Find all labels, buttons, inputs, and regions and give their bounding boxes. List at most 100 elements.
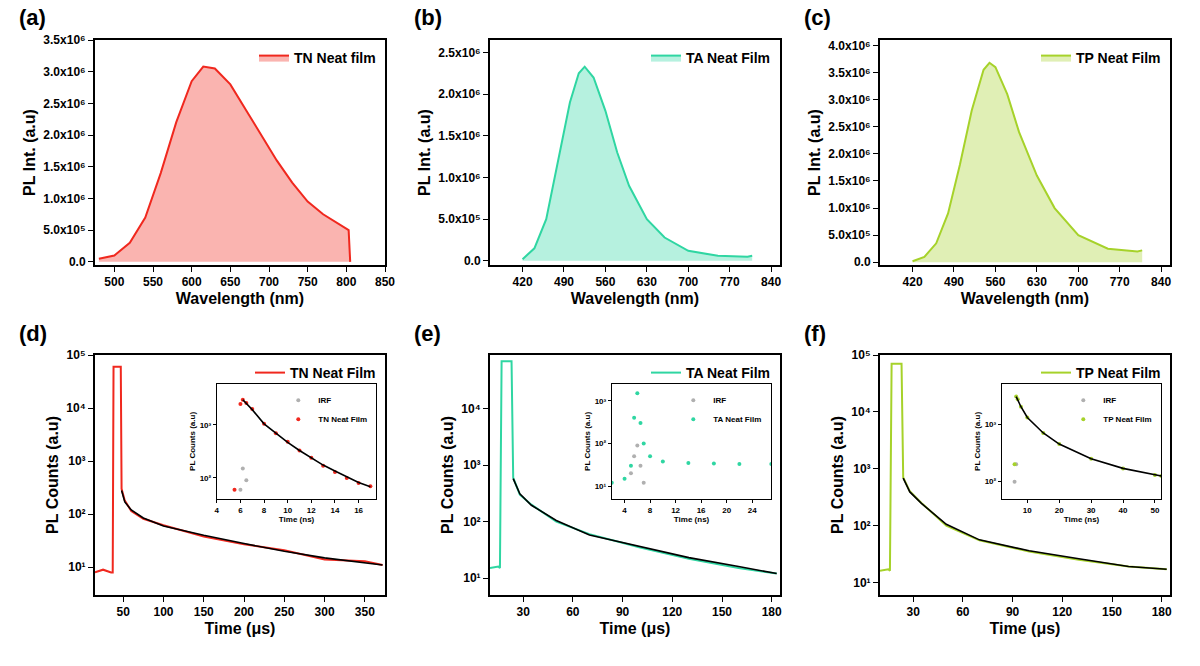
svg-text:420: 420 — [903, 275, 923, 289]
svg-text:10³: 10³ — [853, 462, 870, 476]
svg-text:120: 120 — [662, 605, 682, 619]
svg-text:180: 180 — [762, 605, 782, 619]
svg-text:Wavelength (nm): Wavelength (nm) — [176, 290, 304, 307]
svg-text:150: 150 — [712, 605, 732, 619]
svg-text:5.0x10⁵: 5.0x10⁵ — [828, 228, 870, 242]
svg-text:12: 12 — [307, 506, 316, 515]
svg-text:20: 20 — [1055, 506, 1064, 515]
svg-text:6: 6 — [238, 506, 243, 515]
svg-text:10³: 10³ — [595, 397, 607, 406]
svg-text:IRF: IRF — [1103, 396, 1116, 405]
svg-text:1.0x10⁶: 1.0x10⁶ — [43, 192, 85, 206]
svg-text:4: 4 — [215, 506, 220, 515]
svg-text:650: 650 — [220, 275, 240, 289]
svg-text:PL Int. (a.u): PL Int. (a.u) — [21, 109, 38, 196]
svg-text:8: 8 — [648, 506, 653, 515]
svg-text:40: 40 — [1119, 506, 1128, 515]
svg-text:10²: 10² — [595, 439, 607, 448]
svg-text:10²: 10² — [853, 519, 870, 533]
svg-text:Time (ns): Time (ns) — [674, 515, 710, 524]
svg-text:100: 100 — [153, 605, 173, 619]
svg-text:630: 630 — [637, 275, 657, 289]
svg-text:10⁴: 10⁴ — [851, 405, 870, 419]
svg-text:0.0: 0.0 — [69, 255, 86, 269]
svg-text:1.5x10⁶: 1.5x10⁶ — [828, 174, 870, 188]
svg-text:180: 180 — [1152, 605, 1172, 619]
svg-text:2.5x10⁶: 2.5x10⁶ — [438, 46, 480, 60]
svg-text:IRF: IRF — [713, 396, 726, 405]
svg-text:PL Counts (a.u): PL Counts (a.u) — [44, 416, 61, 534]
svg-text:10²: 10² — [200, 474, 212, 483]
svg-text:0.0: 0.0 — [854, 255, 871, 269]
svg-text:1.0x10⁶: 1.0x10⁶ — [828, 201, 870, 215]
svg-text:30: 30 — [1087, 506, 1096, 515]
svg-text:Wavelength (nm): Wavelength (nm) — [961, 290, 1089, 307]
svg-text:24: 24 — [748, 506, 757, 515]
svg-text:60: 60 — [956, 605, 970, 619]
svg-text:2.0x10⁶: 2.0x10⁶ — [438, 87, 480, 101]
svg-text:700: 700 — [1068, 275, 1088, 289]
svg-text:TA Neat Film: TA Neat Film — [686, 365, 770, 381]
svg-text:600: 600 — [182, 275, 202, 289]
svg-text:(d): (d) — [19, 321, 47, 346]
svg-text:30: 30 — [906, 605, 920, 619]
svg-text:150: 150 — [194, 605, 214, 619]
svg-text:PL Int. (a.u): PL Int. (a.u) — [416, 109, 433, 196]
svg-text:TN Neat film: TN Neat film — [294, 50, 376, 66]
svg-text:Time (ns): Time (ns) — [279, 515, 315, 524]
svg-text:250: 250 — [274, 605, 294, 619]
svg-text:120: 120 — [1052, 605, 1072, 619]
svg-text:PL Counts (a.u): PL Counts (a.u) — [829, 416, 846, 534]
svg-text:10¹: 10¹ — [68, 560, 85, 574]
svg-text:800: 800 — [336, 275, 356, 289]
svg-text:2.0x10⁶: 2.0x10⁶ — [43, 128, 85, 142]
svg-text:1.0x10⁶: 1.0x10⁶ — [438, 171, 480, 185]
svg-text:490: 490 — [554, 275, 574, 289]
svg-text:770: 770 — [720, 275, 740, 289]
svg-text:30: 30 — [516, 605, 530, 619]
svg-text:PL Counts (a.u): PL Counts (a.u) — [583, 412, 592, 471]
svg-text:10⁴: 10⁴ — [66, 401, 85, 415]
svg-text:10²: 10² — [463, 515, 480, 529]
svg-text:16: 16 — [697, 506, 706, 515]
svg-text:PL Counts (a.u): PL Counts (a.u) — [973, 412, 982, 471]
svg-text:550: 550 — [143, 275, 163, 289]
svg-text:50: 50 — [1150, 506, 1159, 515]
svg-text:10: 10 — [1023, 506, 1032, 515]
svg-text:10²: 10² — [68, 507, 85, 521]
svg-text:(e): (e) — [414, 321, 441, 346]
svg-text:PL Int. (a.u): PL Int. (a.u) — [806, 109, 823, 196]
svg-text:10¹: 10¹ — [595, 482, 607, 491]
svg-text:10³: 10³ — [463, 458, 480, 472]
svg-text:2.5x10⁶: 2.5x10⁶ — [828, 120, 870, 134]
svg-text:150: 150 — [1102, 605, 1122, 619]
svg-text:1.5x10⁶: 1.5x10⁶ — [438, 129, 480, 143]
svg-text:PL Counts (a.u): PL Counts (a.u) — [439, 416, 456, 534]
svg-text:10³: 10³ — [68, 454, 85, 468]
svg-text:10³: 10³ — [985, 420, 997, 429]
svg-text:420: 420 — [513, 275, 533, 289]
svg-text:10⁴: 10⁴ — [461, 402, 480, 416]
svg-text:(b): (b) — [414, 5, 442, 30]
svg-text:3.5x10⁶: 3.5x10⁶ — [828, 66, 870, 80]
svg-text:90: 90 — [1006, 605, 1020, 619]
svg-text:770: 770 — [1110, 275, 1130, 289]
svg-text:TA Neat Film: TA Neat Film — [713, 415, 761, 424]
svg-text:5.0x10⁵: 5.0x10⁵ — [438, 212, 480, 226]
svg-text:350: 350 — [355, 605, 375, 619]
svg-text:2.5x10⁶: 2.5x10⁶ — [43, 97, 85, 111]
svg-text:4: 4 — [622, 506, 627, 515]
svg-text:Time (ns): Time (ns) — [1064, 515, 1100, 524]
svg-text:IRF: IRF — [318, 396, 331, 405]
svg-text:(f): (f) — [804, 321, 826, 346]
svg-text:TA Neat Film: TA Neat Film — [686, 50, 770, 66]
svg-text:750: 750 — [298, 275, 318, 289]
svg-text:200: 200 — [234, 605, 254, 619]
svg-text:10⁵: 10⁵ — [852, 348, 871, 362]
svg-text:PL Counts (a.u): PL Counts (a.u) — [188, 412, 197, 471]
svg-text:10²: 10² — [985, 477, 997, 486]
svg-text:560: 560 — [595, 275, 615, 289]
svg-text:630: 630 — [1027, 275, 1047, 289]
svg-text:850: 850 — [375, 275, 395, 289]
svg-text:20: 20 — [722, 506, 731, 515]
